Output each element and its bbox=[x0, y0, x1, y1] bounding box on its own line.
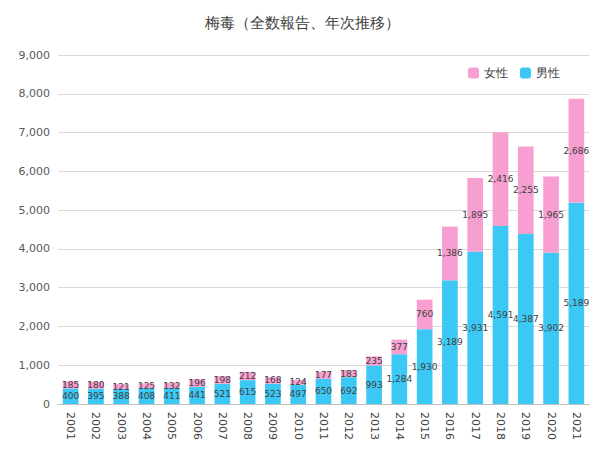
svg-text:212: 212 bbox=[239, 371, 256, 381]
svg-text:2,686: 2,686 bbox=[563, 146, 589, 156]
svg-text:2002: 2002 bbox=[89, 412, 102, 440]
svg-text:168: 168 bbox=[264, 375, 281, 385]
svg-text:梅毒（全数報告、年次推移）: 梅毒（全数報告、年次推移） bbox=[204, 14, 400, 32]
svg-text:196: 196 bbox=[188, 378, 205, 388]
svg-text:3,189: 3,189 bbox=[437, 337, 463, 347]
svg-text:2001: 2001 bbox=[64, 412, 77, 440]
svg-text:180: 180 bbox=[87, 380, 104, 390]
svg-text:408: 408 bbox=[138, 391, 155, 401]
svg-text:8,000: 8,000 bbox=[19, 87, 51, 100]
svg-text:2009: 2009 bbox=[266, 412, 279, 440]
svg-text:3,902: 3,902 bbox=[538, 323, 564, 333]
svg-text:183: 183 bbox=[340, 369, 357, 379]
svg-text:377: 377 bbox=[391, 342, 408, 352]
svg-text:3,931: 3,931 bbox=[462, 323, 488, 333]
svg-text:2011: 2011 bbox=[317, 412, 330, 440]
svg-text:女性: 女性 bbox=[484, 66, 508, 80]
svg-text:177: 177 bbox=[315, 370, 332, 380]
svg-text:692: 692 bbox=[340, 386, 357, 396]
svg-text:男性: 男性 bbox=[536, 66, 560, 80]
svg-text:2,000: 2,000 bbox=[19, 320, 51, 333]
svg-text:400: 400 bbox=[62, 391, 79, 401]
svg-text:2020: 2020 bbox=[545, 412, 558, 440]
svg-text:2019: 2019 bbox=[519, 412, 532, 440]
svg-text:2013: 2013 bbox=[368, 412, 381, 440]
svg-text:2014: 2014 bbox=[393, 412, 406, 440]
svg-text:2004: 2004 bbox=[140, 412, 153, 440]
svg-text:4,591: 4,591 bbox=[488, 310, 514, 320]
svg-text:5,000: 5,000 bbox=[19, 204, 51, 217]
svg-text:7,000: 7,000 bbox=[19, 126, 51, 139]
svg-text:235: 235 bbox=[365, 356, 382, 366]
svg-text:1,965: 1,965 bbox=[538, 210, 564, 220]
svg-text:411: 411 bbox=[163, 391, 180, 401]
svg-text:1,284: 1,284 bbox=[386, 374, 412, 384]
svg-text:1,386: 1,386 bbox=[437, 248, 463, 258]
svg-text:124: 124 bbox=[290, 377, 307, 387]
svg-text:760: 760 bbox=[416, 309, 433, 319]
svg-text:521: 521 bbox=[214, 389, 231, 399]
svg-text:3,000: 3,000 bbox=[19, 281, 51, 294]
svg-text:5,189: 5,189 bbox=[563, 298, 589, 308]
svg-text:2012: 2012 bbox=[342, 412, 355, 440]
svg-text:1,895: 1,895 bbox=[462, 210, 488, 220]
svg-text:523: 523 bbox=[264, 389, 281, 399]
svg-text:2005: 2005 bbox=[165, 412, 178, 440]
svg-text:125: 125 bbox=[138, 381, 155, 391]
svg-text:2,255: 2,255 bbox=[513, 185, 539, 195]
svg-text:650: 650 bbox=[315, 386, 332, 396]
svg-text:2,416: 2,416 bbox=[488, 174, 514, 184]
svg-text:4,387: 4,387 bbox=[513, 314, 539, 324]
svg-text:395: 395 bbox=[87, 391, 104, 401]
svg-text:2018: 2018 bbox=[494, 412, 507, 440]
svg-text:615: 615 bbox=[239, 387, 256, 397]
svg-text:1,930: 1,930 bbox=[412, 362, 438, 372]
svg-text:2016: 2016 bbox=[443, 412, 456, 440]
svg-text:441: 441 bbox=[188, 390, 205, 400]
svg-text:2015: 2015 bbox=[418, 412, 431, 440]
svg-text:2008: 2008 bbox=[241, 412, 254, 440]
svg-text:993: 993 bbox=[365, 380, 382, 390]
svg-text:388: 388 bbox=[113, 391, 130, 401]
svg-text:1,000: 1,000 bbox=[19, 359, 51, 372]
svg-text:4,000: 4,000 bbox=[19, 242, 51, 255]
svg-text:497: 497 bbox=[290, 389, 307, 399]
svg-text:2007: 2007 bbox=[216, 412, 229, 440]
svg-text:2021: 2021 bbox=[570, 412, 583, 440]
svg-text:198: 198 bbox=[214, 375, 231, 385]
svg-text:2003: 2003 bbox=[115, 412, 128, 440]
svg-text:9,000: 9,000 bbox=[19, 49, 51, 62]
svg-text:2010: 2010 bbox=[292, 412, 305, 440]
svg-text:2006: 2006 bbox=[191, 412, 204, 440]
svg-text:121: 121 bbox=[113, 382, 130, 392]
svg-text:185: 185 bbox=[62, 380, 79, 390]
svg-text:0: 0 bbox=[43, 398, 50, 411]
svg-text:2017: 2017 bbox=[469, 412, 482, 440]
svg-text:6,000: 6,000 bbox=[19, 165, 51, 178]
svg-text:132: 132 bbox=[163, 381, 180, 391]
